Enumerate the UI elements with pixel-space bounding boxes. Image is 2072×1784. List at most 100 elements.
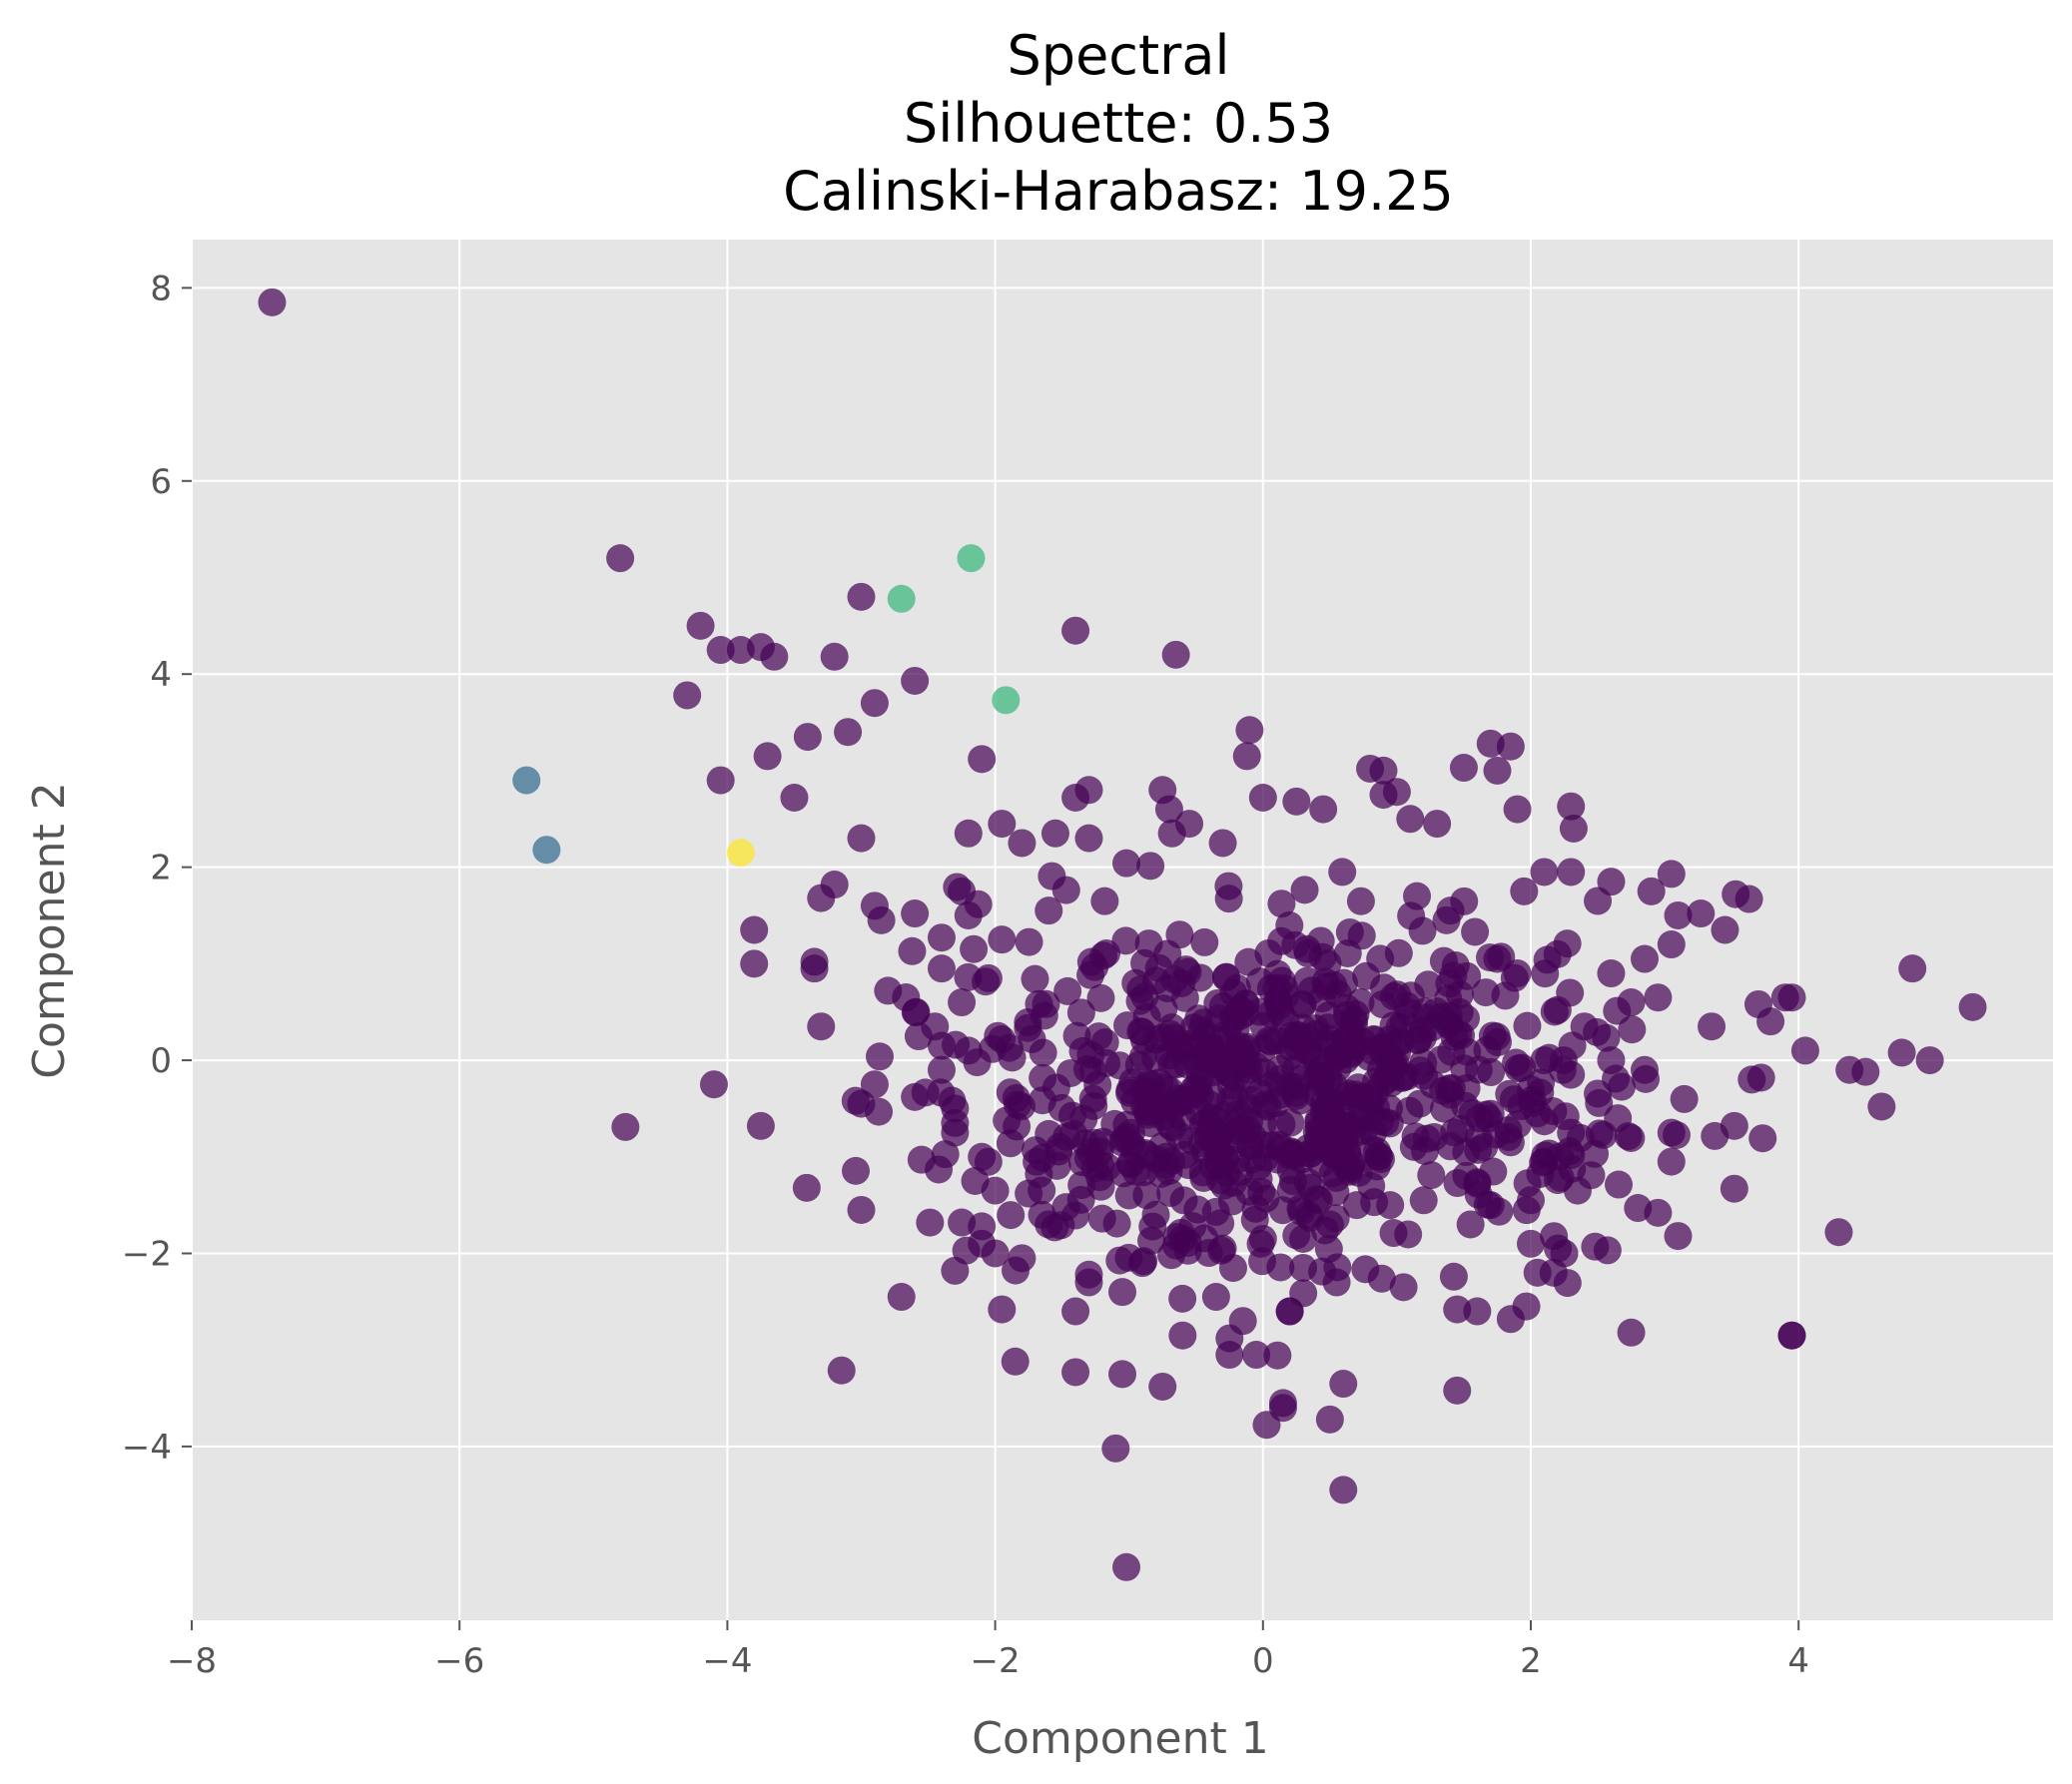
data-point bbox=[1244, 1164, 1273, 1193]
data-point bbox=[907, 1145, 936, 1174]
data-point bbox=[1915, 1046, 1944, 1075]
data-point bbox=[1161, 640, 1190, 669]
data-points bbox=[258, 288, 1987, 1581]
data-point bbox=[1318, 1159, 1347, 1188]
data-point bbox=[1228, 1307, 1257, 1336]
data-point bbox=[1167, 968, 1196, 997]
chart-title-line-2: Silhouette: 0.53 bbox=[904, 92, 1333, 155]
data-point bbox=[842, 1156, 871, 1185]
data-point bbox=[1657, 1118, 1686, 1147]
x-tick-label: −8 bbox=[167, 1641, 217, 1681]
data-point bbox=[1047, 1093, 1076, 1122]
data-point bbox=[512, 766, 541, 795]
y-tick-label: 8 bbox=[150, 269, 172, 308]
data-point bbox=[1496, 1128, 1525, 1157]
data-point bbox=[1201, 1283, 1230, 1312]
data-point bbox=[1517, 1075, 1546, 1104]
data-point bbox=[954, 900, 983, 929]
data-point bbox=[1687, 899, 1716, 928]
data-point bbox=[996, 1129, 1025, 1158]
data-point bbox=[1052, 1122, 1081, 1151]
data-point bbox=[1090, 1028, 1119, 1057]
data-point bbox=[1035, 896, 1063, 925]
data-point bbox=[1270, 973, 1299, 1002]
data-point bbox=[860, 1070, 889, 1099]
data-point bbox=[998, 1043, 1027, 1072]
data-point bbox=[1145, 1068, 1174, 1097]
data-point bbox=[1720, 1111, 1748, 1140]
data-point bbox=[1513, 1011, 1542, 1040]
data-point bbox=[847, 582, 876, 611]
data-point bbox=[1342, 1191, 1371, 1220]
data-point bbox=[1101, 1434, 1130, 1463]
data-point bbox=[1657, 860, 1686, 889]
data-point bbox=[1605, 1170, 1634, 1199]
data-point bbox=[1108, 1128, 1137, 1157]
x-tick-label: −6 bbox=[434, 1641, 484, 1681]
data-point bbox=[1125, 986, 1154, 1015]
data-point bbox=[1530, 1147, 1559, 1176]
data-point bbox=[792, 1173, 821, 1202]
data-point bbox=[1053, 976, 1082, 1005]
data-point bbox=[1360, 1025, 1389, 1054]
data-point bbox=[1824, 1218, 1853, 1247]
data-point bbox=[1215, 1341, 1244, 1370]
data-point bbox=[948, 988, 977, 1017]
data-point bbox=[1266, 1134, 1295, 1163]
data-point bbox=[780, 784, 809, 813]
data-point bbox=[984, 1021, 1013, 1050]
data-point bbox=[1630, 1055, 1659, 1084]
data-point bbox=[1303, 1080, 1332, 1109]
data-point bbox=[988, 925, 1017, 954]
data-point bbox=[1333, 939, 1362, 968]
data-point bbox=[1245, 1078, 1274, 1107]
data-point bbox=[927, 1031, 956, 1060]
data-point bbox=[1186, 1062, 1215, 1091]
data-point bbox=[993, 1106, 1022, 1135]
data-point bbox=[1157, 819, 1186, 848]
data-point bbox=[1290, 876, 1319, 904]
data-point bbox=[1277, 1022, 1306, 1051]
data-point bbox=[954, 819, 983, 848]
data-point bbox=[1331, 1045, 1360, 1074]
data-point bbox=[1867, 1092, 1896, 1121]
data-point bbox=[1268, 1394, 1297, 1423]
data-point bbox=[898, 936, 927, 965]
data-point bbox=[887, 1283, 916, 1312]
data-point bbox=[834, 718, 863, 747]
data-point bbox=[1412, 1124, 1441, 1153]
data-point bbox=[1328, 858, 1357, 887]
data-point bbox=[1112, 849, 1141, 878]
data-point bbox=[1463, 1297, 1492, 1326]
axis-ticks: −8 −6 −4 −2 0 2 4 −4 −2 0 2 4 6 8 bbox=[122, 269, 1809, 1681]
data-point bbox=[1168, 1321, 1197, 1350]
data-point bbox=[258, 288, 287, 316]
data-point bbox=[1267, 926, 1296, 955]
data-point bbox=[1470, 1133, 1499, 1162]
data-point bbox=[1275, 1297, 1304, 1326]
data-point bbox=[1008, 1244, 1036, 1273]
data-point bbox=[1266, 998, 1295, 1027]
data-point bbox=[1109, 1159, 1138, 1188]
data-point bbox=[800, 954, 829, 983]
data-point bbox=[1208, 829, 1237, 858]
data-point bbox=[1439, 1262, 1468, 1291]
data-point bbox=[860, 689, 889, 718]
data-point bbox=[820, 871, 849, 899]
data-point bbox=[1206, 1209, 1235, 1238]
y-axis-label: Component 2 bbox=[24, 782, 75, 1078]
data-point bbox=[1447, 1021, 1476, 1050]
data-point bbox=[1238, 1122, 1267, 1151]
data-point bbox=[1476, 1191, 1505, 1220]
data-point bbox=[1242, 1341, 1271, 1370]
data-point bbox=[1074, 776, 1103, 805]
data-point bbox=[1128, 1042, 1157, 1071]
data-point bbox=[1168, 1224, 1197, 1253]
data-point bbox=[611, 1112, 640, 1141]
data-point bbox=[1061, 616, 1090, 645]
data-point bbox=[1128, 1249, 1157, 1278]
data-point bbox=[1617, 1318, 1646, 1347]
data-point bbox=[1604, 1104, 1633, 1133]
data-point bbox=[1001, 1347, 1030, 1376]
